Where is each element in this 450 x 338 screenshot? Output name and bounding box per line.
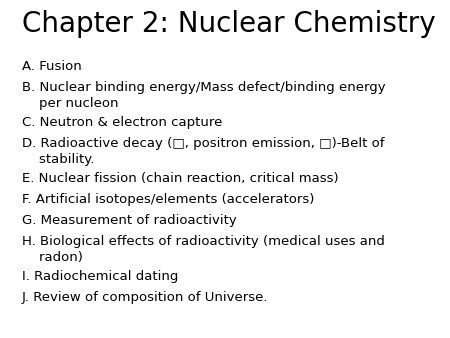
Text: I. Radiochemical dating: I. Radiochemical dating bbox=[22, 270, 178, 283]
Text: Chapter 2: Nuclear Chemistry: Chapter 2: Nuclear Chemistry bbox=[22, 10, 436, 38]
Text: C. Neutron & electron capture: C. Neutron & electron capture bbox=[22, 116, 222, 129]
Text: J. Review of composition of Universe.: J. Review of composition of Universe. bbox=[22, 291, 269, 304]
Text: D. Radioactive decay (□, positron emission, □)-Belt of
    stability.: D. Radioactive decay (□, positron emissi… bbox=[22, 137, 384, 167]
Text: E. Nuclear fission (chain reaction, critical mass): E. Nuclear fission (chain reaction, crit… bbox=[22, 172, 338, 185]
Text: B. Nuclear binding energy/Mass defect/binding energy
    per nucleon: B. Nuclear binding energy/Mass defect/bi… bbox=[22, 81, 386, 111]
Text: A. Fusion: A. Fusion bbox=[22, 60, 82, 73]
Text: H. Biological effects of radioactivity (medical uses and
    radon): H. Biological effects of radioactivity (… bbox=[22, 235, 385, 265]
Text: F. Artificial isotopes/elements (accelerators): F. Artificial isotopes/elements (acceler… bbox=[22, 193, 315, 206]
Text: G. Measurement of radioactivity: G. Measurement of radioactivity bbox=[22, 214, 237, 227]
